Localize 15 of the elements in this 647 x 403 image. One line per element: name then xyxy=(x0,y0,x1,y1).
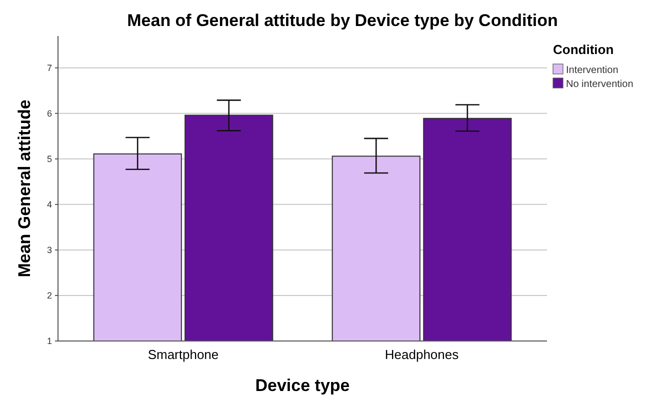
chart-title: Mean of General attitude by Device type by Condition xyxy=(127,11,558,30)
legend-label: No intervention xyxy=(566,79,634,90)
x-tick-label: Smartphone xyxy=(148,347,219,362)
y-tick-label: 5 xyxy=(46,154,52,164)
legend-label: Intervention xyxy=(566,65,618,76)
y-tick-label: 7 xyxy=(46,63,52,74)
y-tick-label: 2 xyxy=(46,290,52,301)
x-tick-label: Headphones xyxy=(384,347,460,362)
y-tick-label: 3 xyxy=(46,245,52,256)
x-axis-title: Device type xyxy=(255,376,350,395)
y-tick-label: 6 xyxy=(46,108,52,119)
y-tick-label: 1 xyxy=(46,336,52,346)
y-tick-label: 4 xyxy=(46,200,52,210)
legend-title: Condition xyxy=(553,42,614,57)
y-axis-title: Mean General attitude xyxy=(15,100,34,278)
